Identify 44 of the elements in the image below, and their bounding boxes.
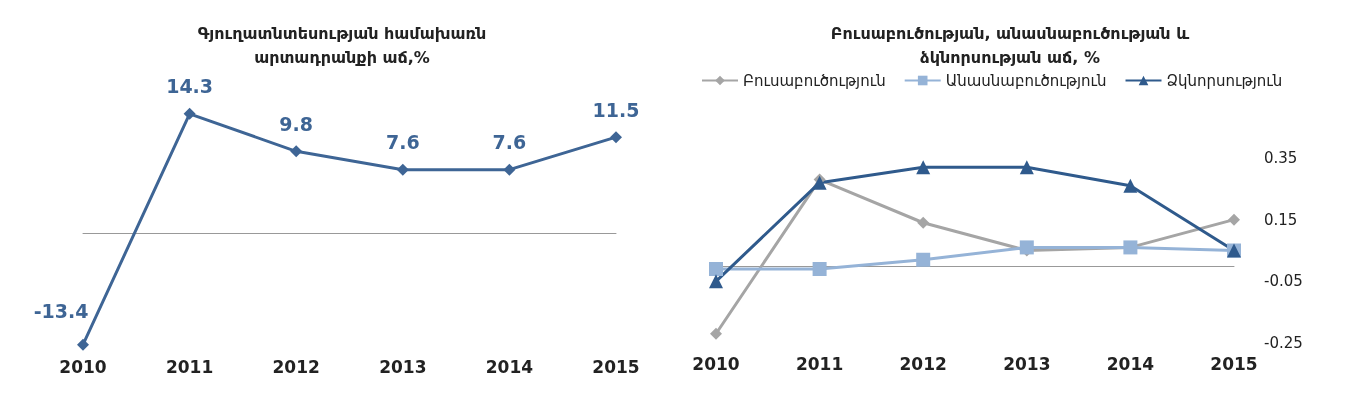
- point: [290, 145, 303, 158]
- point: [710, 327, 722, 340]
- y-tick-label: -0.25: [1264, 334, 1303, 352]
- data-label: 11.5: [592, 98, 640, 121]
- y-tick-label: 0.15: [1264, 210, 1298, 229]
- x-tick-label: 2013: [379, 356, 427, 377]
- point: [610, 131, 622, 144]
- point: [709, 262, 723, 276]
- x-tick-label: 2014: [485, 356, 534, 377]
- chart-title: Գյուղատնտեսության համախառն արտադրանքի աճ,%: [197, 23, 487, 67]
- data-label: 7.6: [385, 131, 420, 154]
- data-label: 14.3: [166, 75, 214, 98]
- point: [183, 107, 196, 120]
- point: [77, 338, 89, 351]
- legend-label: Անասնաբուծություն: [945, 71, 1107, 90]
- point: [709, 274, 723, 289]
- point: [396, 163, 409, 176]
- point: [916, 252, 931, 267]
- legend-label: Բուսաբուծություն: [743, 71, 886, 90]
- x-tick-label: 2011: [795, 353, 844, 374]
- point: [812, 175, 827, 190]
- data-label: -13.4: [33, 300, 89, 323]
- data-label: 9.8: [279, 112, 314, 135]
- x-tick-label: 2012: [272, 356, 320, 377]
- x-tick-label: 2015: [1210, 353, 1258, 374]
- y-tick-label: -0.05: [1264, 272, 1303, 291]
- x-tick-label: 2010: [692, 353, 740, 374]
- point: [1228, 213, 1240, 226]
- chart-title: Բուսաբուծության, անասնաբուծության և ձկնորսության աճ, %: [830, 23, 1190, 67]
- x-tick-label: 2012: [899, 353, 947, 374]
- point: [917, 216, 930, 229]
- point: [812, 262, 827, 276]
- point: [503, 163, 516, 176]
- x-tick-label: 2013: [1003, 353, 1051, 374]
- x-tick-label: 2011: [165, 356, 214, 377]
- point: [916, 160, 931, 175]
- data-label: 7.6: [492, 131, 527, 154]
- point: [1019, 160, 1034, 175]
- legend-label: Ձկնորսություն: [1166, 71, 1283, 90]
- x-tick-label: 2015: [592, 356, 640, 377]
- y-tick-label: 0.35: [1264, 149, 1298, 167]
- x-tick-label: 2010: [59, 356, 107, 377]
- point: [1123, 178, 1138, 193]
- x-tick-label: 2014: [1106, 353, 1155, 374]
